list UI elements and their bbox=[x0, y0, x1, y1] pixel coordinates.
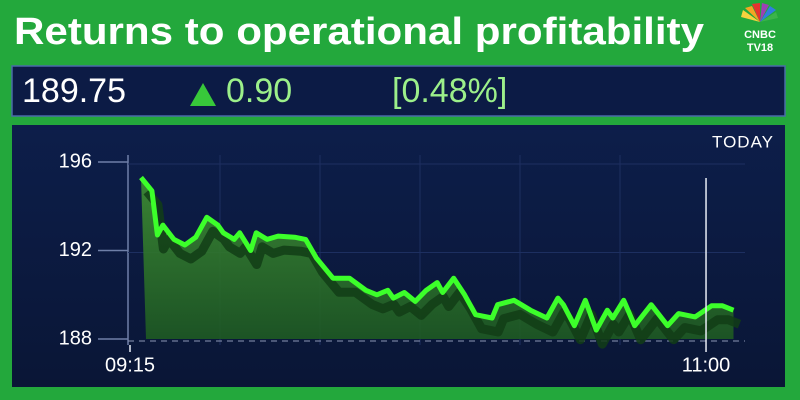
change: 0.90 bbox=[226, 72, 292, 110]
chart-panel bbox=[12, 125, 785, 387]
logo: CNBC TV18 bbox=[741, 3, 778, 54]
ticker-box bbox=[11, 65, 786, 117]
area bbox=[141, 177, 734, 339]
y-tick-label: 188 bbox=[59, 327, 92, 349]
line-shadow bbox=[143, 188, 742, 349]
line bbox=[139, 175, 735, 333]
x-tick-label: 09:15 bbox=[105, 354, 155, 376]
logo-text: CNBC bbox=[744, 29, 776, 41]
change-pct: [0.48%] bbox=[392, 72, 507, 110]
x-tick-label: 11:00 bbox=[682, 354, 731, 376]
up-arrow bbox=[190, 83, 216, 106]
price: 189.75 bbox=[22, 72, 126, 110]
logo-text: TV18 bbox=[747, 42, 773, 54]
y-tick-label: 196 bbox=[59, 150, 92, 172]
period-label: TODAY bbox=[712, 132, 774, 151]
title: Returns to operational profitability bbox=[14, 11, 704, 53]
y-tick-label: 192 bbox=[59, 239, 92, 261]
